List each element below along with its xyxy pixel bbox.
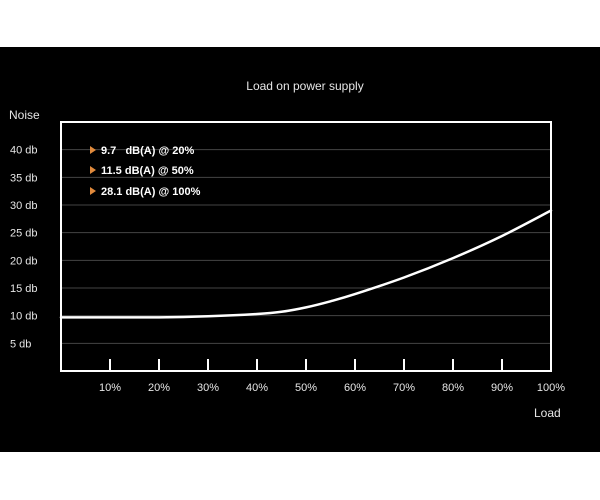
bullet-icon [90, 146, 96, 154]
y-tick-label: 35 db [10, 172, 38, 184]
x-tick-label: 70% [393, 382, 415, 394]
y-axis-label: Noise [9, 108, 40, 122]
y-tick-labels: 5 db 10 db 15 db 20 db 25 db 30 db 35 db 40 db [10, 145, 38, 351]
y-tick-label: 5 db [10, 338, 31, 350]
legend-label: 11.5 dB(A) @ 50% [101, 165, 194, 177]
bullet-icon [90, 187, 96, 195]
x-tick-label: 40% [246, 382, 268, 394]
legend-label: 28.1 dB(A) @ 100% [101, 186, 201, 198]
x-tick-label: 100% [537, 382, 565, 394]
x-tick-label: 30% [197, 382, 219, 394]
y-tick-label: 40 db [10, 145, 38, 157]
legend-label: 9.7 dB(A) @ 20% [101, 145, 194, 157]
legend-item: 9.7 dB(A) @ 20% [90, 145, 194, 157]
x-tick-label: 50% [295, 382, 317, 394]
chart-title: Load on power supply [246, 79, 363, 93]
y-tick-label: 30 db [10, 200, 38, 212]
y-tick-label: 20 db [10, 255, 38, 267]
plot-frame [60, 121, 552, 372]
y-tick-label: 10 db [10, 311, 38, 323]
legend-item: 11.5 dB(A) @ 50% [90, 165, 194, 177]
chart-panel: Load on power supply Noise Load 5 db 10 d… [0, 47, 600, 452]
legend-item: 28.1 dB(A) @ 100% [90, 186, 201, 198]
noise-curve [59, 209, 553, 319]
y-tick-label: 25 db [10, 228, 38, 240]
x-tick-label: 10% [99, 382, 121, 394]
x-tick-label: 90% [491, 382, 513, 394]
legend: 9.7 dB(A) @ 20% 11.5 dB(A) @ 50% 28.1 dB… [90, 145, 201, 198]
x-ticks: 10% 20% 30% 40% 50% 60% 70% 80% 90% 100% [99, 359, 565, 394]
x-tick-label: 80% [442, 382, 464, 394]
noise-chart: Load on power supply Noise Load 5 db 10 d… [9, 79, 565, 420]
y-tick-label: 15 db [10, 283, 38, 295]
x-axis-label: Load [534, 406, 561, 420]
gridlines [61, 149, 551, 344]
x-tick-label: 60% [344, 382, 366, 394]
bullet-icon [90, 166, 96, 174]
x-tick-label: 20% [148, 382, 170, 394]
